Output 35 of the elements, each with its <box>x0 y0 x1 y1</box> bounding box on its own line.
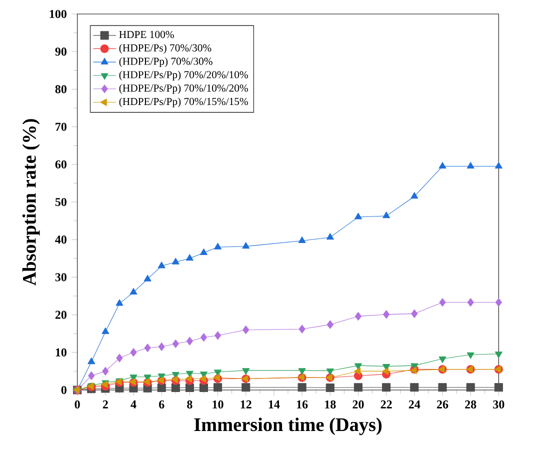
x-tick-label: 24 <box>408 400 420 408</box>
y-tick-label: 40 <box>55 236 66 244</box>
y-tick-label: 50 <box>55 198 66 206</box>
x-axis-title: Immersion time (Days) <box>194 418 382 436</box>
x-tick-label: 6 <box>159 400 164 408</box>
x-tick-label: 10 <box>212 400 224 409</box>
x-tick-label: 18 <box>325 400 336 409</box>
x-tick-label: 28 <box>465 400 476 409</box>
legend-label: (HDPE/Ps) 70%/30% <box>119 44 212 54</box>
y-tick-label: 100 <box>50 10 66 18</box>
y-tick-label: 90 <box>55 48 66 56</box>
legend-label: (HDPE/Ps/Pp) 70%/10%/20% <box>119 84 248 94</box>
y-tick-label: 60 <box>55 160 66 168</box>
y-tick-label: 80 <box>55 85 66 94</box>
x-tick-label: 8 <box>187 400 192 409</box>
legend-label: (HDPE/Ps/Pp) 70%/15%/15% <box>119 98 248 108</box>
x-tick-label: 2 <box>102 400 108 408</box>
y-tick-label: 0 <box>61 386 66 394</box>
x-tick-label: 0 <box>74 400 80 409</box>
x-tick-label: 22 <box>380 400 392 408</box>
x-tick-label: 14 <box>268 400 280 408</box>
x-tick-label: 16 <box>297 400 308 408</box>
y-tick-label: 20 <box>55 310 66 319</box>
x-tick-label: 12 <box>240 400 252 408</box>
y-tick-label: 70 <box>56 122 66 131</box>
legend-label: (HDPE/Pp) 70%/30% <box>119 57 212 68</box>
x-tick-label: 20 <box>352 400 364 409</box>
y-axis-title: Absorption rate (%) <box>22 119 40 286</box>
x-tick-label: 30 <box>493 400 504 409</box>
legend-label: HDPE 100% <box>119 30 174 38</box>
x-tick-label: 26 <box>436 400 448 408</box>
y-tick-label: 10 <box>56 348 66 356</box>
x-tick-label: 4 <box>130 400 136 408</box>
y-tick-label: 30 <box>55 273 66 282</box>
legend-label: (HDPE/Ps/Pp) 70%/20%/10% <box>119 70 248 80</box>
